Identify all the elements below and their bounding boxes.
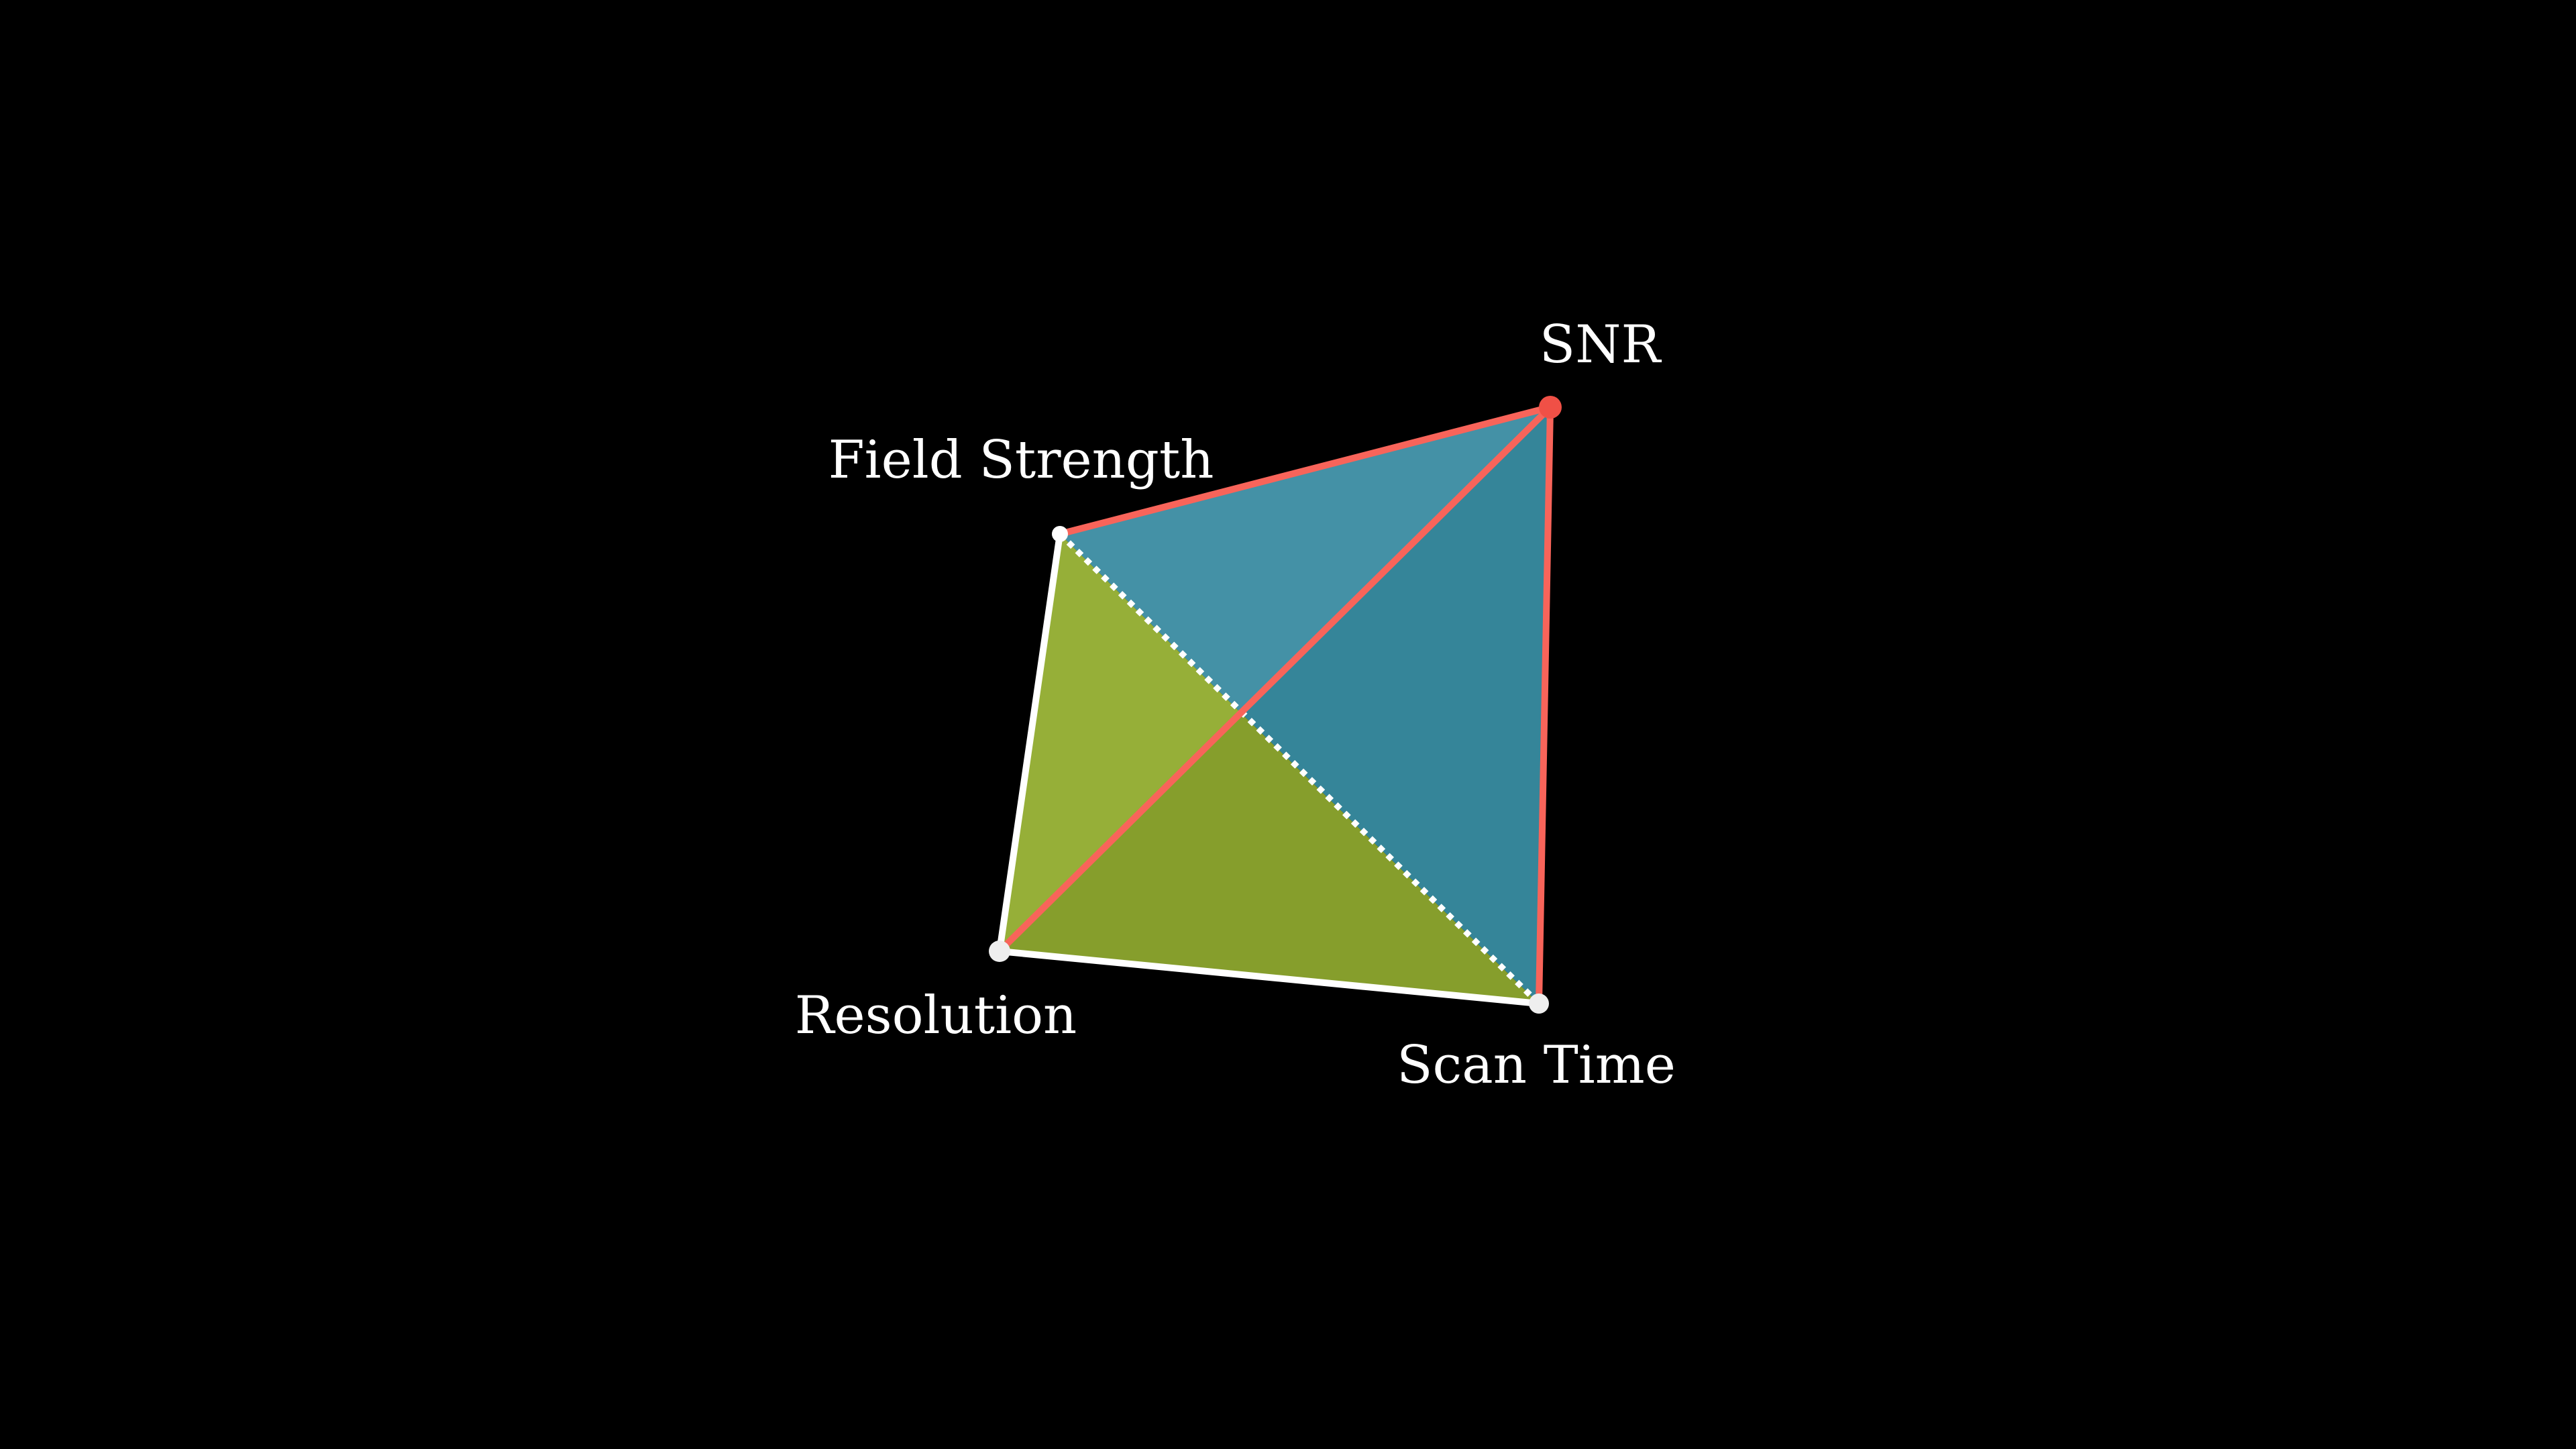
edge-field-res	[996, 533, 1063, 952]
vertex-scan	[1529, 994, 1549, 1014]
face-bottom	[1000, 714, 1539, 1004]
edge-snr-scan	[1536, 407, 1554, 1004]
label-scan-time: Scan Time	[1397, 1035, 1676, 1095]
edge-field-snr	[1059, 404, 1552, 537]
label-resolution: Resolution	[795, 985, 1077, 1046]
label-snr: SNR	[1540, 315, 1662, 375]
vertex-field	[1052, 526, 1068, 542]
face-top	[1060, 407, 1550, 714]
edge-field-scan-hidden	[1057, 531, 1542, 1006]
label-field-strength: Field Strength	[828, 430, 1214, 490]
edge-res-scan	[999, 948, 1540, 1007]
face-right	[1242, 407, 1550, 1004]
vertex-snr	[1539, 396, 1562, 419]
vertex-res	[989, 941, 1010, 962]
face-left	[1000, 534, 1242, 951]
edge-res-snr	[997, 405, 1553, 954]
